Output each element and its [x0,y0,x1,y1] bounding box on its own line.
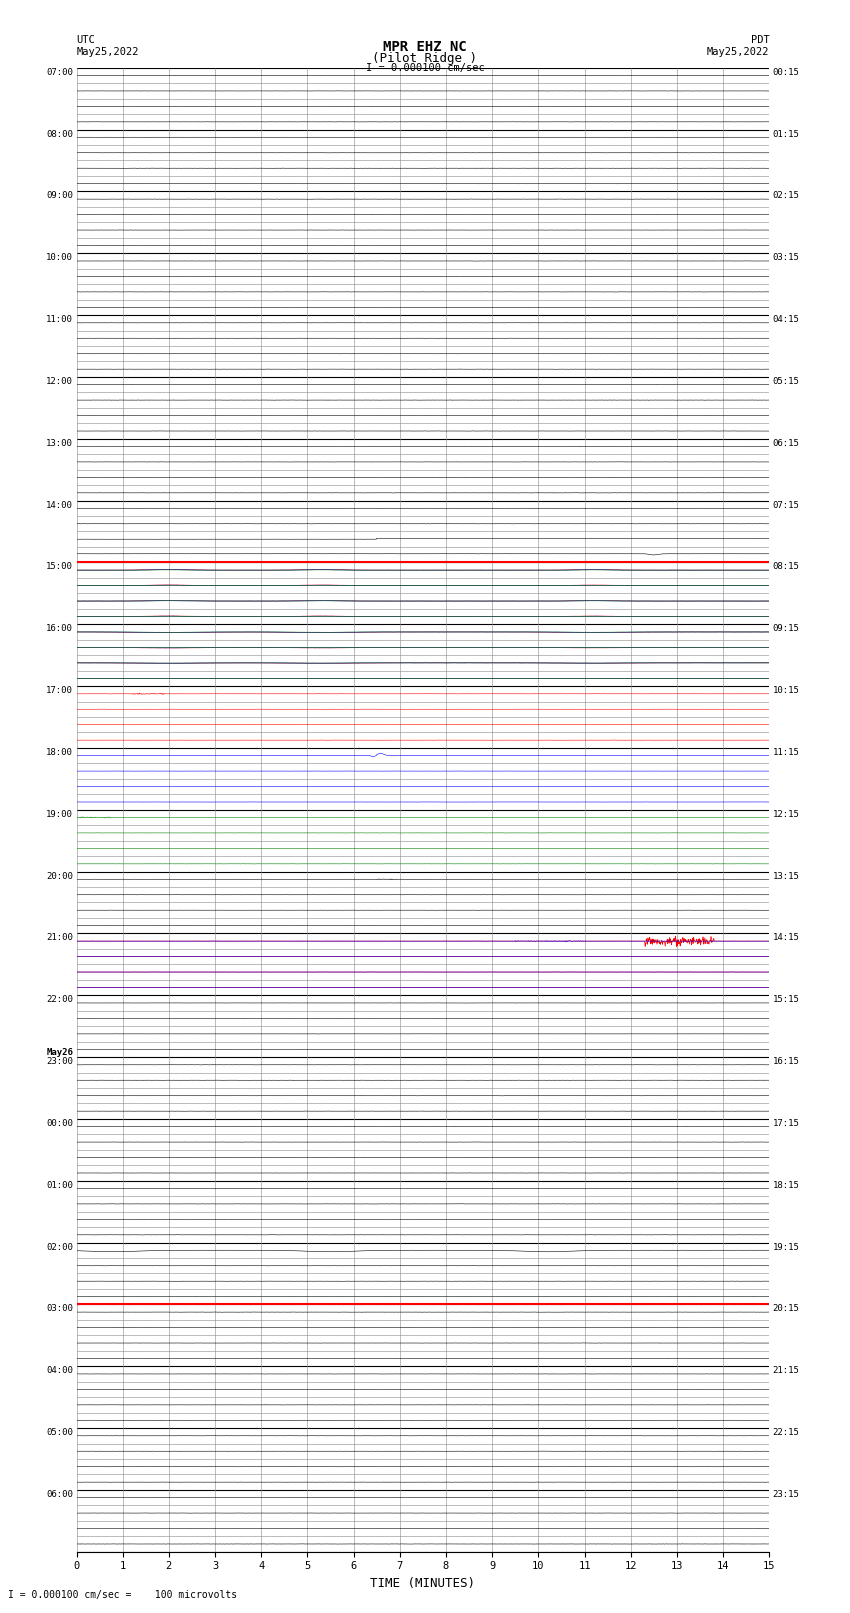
Text: 12:15: 12:15 [773,810,800,819]
Text: 20:15: 20:15 [773,1305,800,1313]
Text: 15:00: 15:00 [46,563,73,571]
Text: 18:00: 18:00 [46,748,73,756]
Text: I = 0.000100 cm/sec: I = 0.000100 cm/sec [366,63,484,73]
Text: 11:00: 11:00 [46,315,73,324]
Text: 06:15: 06:15 [773,439,800,448]
Text: 10:15: 10:15 [773,686,800,695]
Text: (Pilot Ridge ): (Pilot Ridge ) [372,52,478,65]
Text: 07:15: 07:15 [773,500,800,510]
Text: UTC: UTC [76,35,95,45]
Text: 22:00: 22:00 [46,995,73,1005]
Text: 21:00: 21:00 [46,934,73,942]
Text: 19:15: 19:15 [773,1242,800,1252]
Text: 19:00: 19:00 [46,810,73,819]
Text: 23:00: 23:00 [46,1057,73,1066]
Text: 17:00: 17:00 [46,686,73,695]
Text: 22:15: 22:15 [773,1428,800,1437]
Text: 18:15: 18:15 [773,1181,800,1190]
Text: May25,2022: May25,2022 [706,47,769,56]
Text: 02:00: 02:00 [46,1242,73,1252]
Text: 00:00: 00:00 [46,1119,73,1127]
Text: 13:00: 13:00 [46,439,73,448]
Text: 17:15: 17:15 [773,1119,800,1127]
Text: 07:00: 07:00 [46,68,73,77]
Text: 20:00: 20:00 [46,871,73,881]
Text: 10:00: 10:00 [46,253,73,263]
Text: 04:00: 04:00 [46,1366,73,1376]
Text: 16:00: 16:00 [46,624,73,634]
Text: May26: May26 [46,1048,73,1057]
Text: I = 0.000100 cm/sec =    100 microvolts: I = 0.000100 cm/sec = 100 microvolts [8,1590,238,1600]
Text: 09:00: 09:00 [46,192,73,200]
Text: 14:15: 14:15 [773,934,800,942]
Text: 16:15: 16:15 [773,1057,800,1066]
Text: 05:00: 05:00 [46,1428,73,1437]
Text: 04:15: 04:15 [773,315,800,324]
Text: 06:00: 06:00 [46,1490,73,1498]
X-axis label: TIME (MINUTES): TIME (MINUTES) [371,1578,475,1590]
Text: 01:15: 01:15 [773,129,800,139]
Text: 05:15: 05:15 [773,377,800,386]
Text: 15:15: 15:15 [773,995,800,1005]
Text: 08:00: 08:00 [46,129,73,139]
Text: 21:15: 21:15 [773,1366,800,1376]
Text: 12:00: 12:00 [46,377,73,386]
Text: 08:15: 08:15 [773,563,800,571]
Text: PDT: PDT [751,35,769,45]
Text: 11:15: 11:15 [773,748,800,756]
Text: MPR EHZ NC: MPR EHZ NC [383,40,467,55]
Text: 13:15: 13:15 [773,871,800,881]
Text: 23:15: 23:15 [773,1490,800,1498]
Text: 01:00: 01:00 [46,1181,73,1190]
Text: May25,2022: May25,2022 [76,47,139,56]
Text: 03:00: 03:00 [46,1305,73,1313]
Text: 03:15: 03:15 [773,253,800,263]
Text: 00:15: 00:15 [773,68,800,77]
Text: 02:15: 02:15 [773,192,800,200]
Text: 14:00: 14:00 [46,500,73,510]
Text: 09:15: 09:15 [773,624,800,634]
